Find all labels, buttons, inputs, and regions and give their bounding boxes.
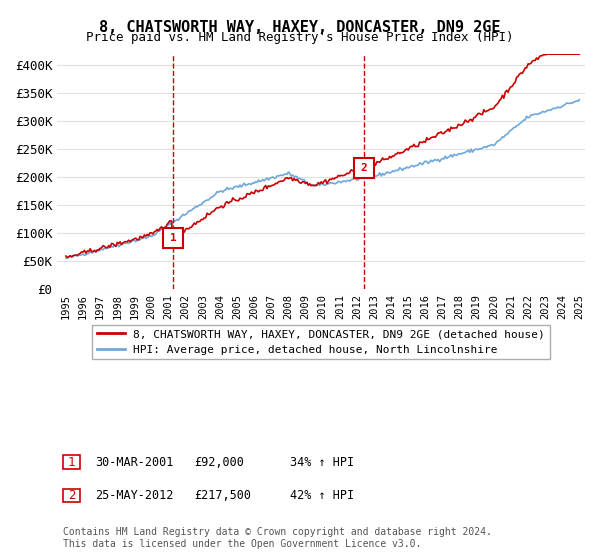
Text: 2: 2 bbox=[68, 489, 76, 502]
Text: £92,000: £92,000 bbox=[194, 455, 244, 469]
Text: 25-MAY-2012: 25-MAY-2012 bbox=[95, 489, 173, 502]
Legend: 8, CHATSWORTH WAY, HAXEY, DONCASTER, DN9 2GE (detached house), HPI: Average pric: 8, CHATSWORTH WAY, HAXEY, DONCASTER, DN9… bbox=[92, 325, 550, 359]
Text: 1: 1 bbox=[68, 455, 76, 469]
Text: 42% ↑ HPI: 42% ↑ HPI bbox=[290, 489, 354, 502]
Text: 30-MAR-2001: 30-MAR-2001 bbox=[95, 455, 173, 469]
Text: 1: 1 bbox=[170, 233, 176, 243]
Text: £217,500: £217,500 bbox=[194, 489, 251, 502]
Text: Price paid vs. HM Land Registry's House Price Index (HPI): Price paid vs. HM Land Registry's House … bbox=[86, 31, 514, 44]
Text: Contains HM Land Registry data © Crown copyright and database right 2024.
This d: Contains HM Land Registry data © Crown c… bbox=[64, 527, 492, 549]
Text: 34% ↑ HPI: 34% ↑ HPI bbox=[290, 455, 354, 469]
Text: 8, CHATSWORTH WAY, HAXEY, DONCASTER, DN9 2GE: 8, CHATSWORTH WAY, HAXEY, DONCASTER, DN9… bbox=[99, 20, 501, 35]
Text: 2: 2 bbox=[361, 162, 367, 172]
